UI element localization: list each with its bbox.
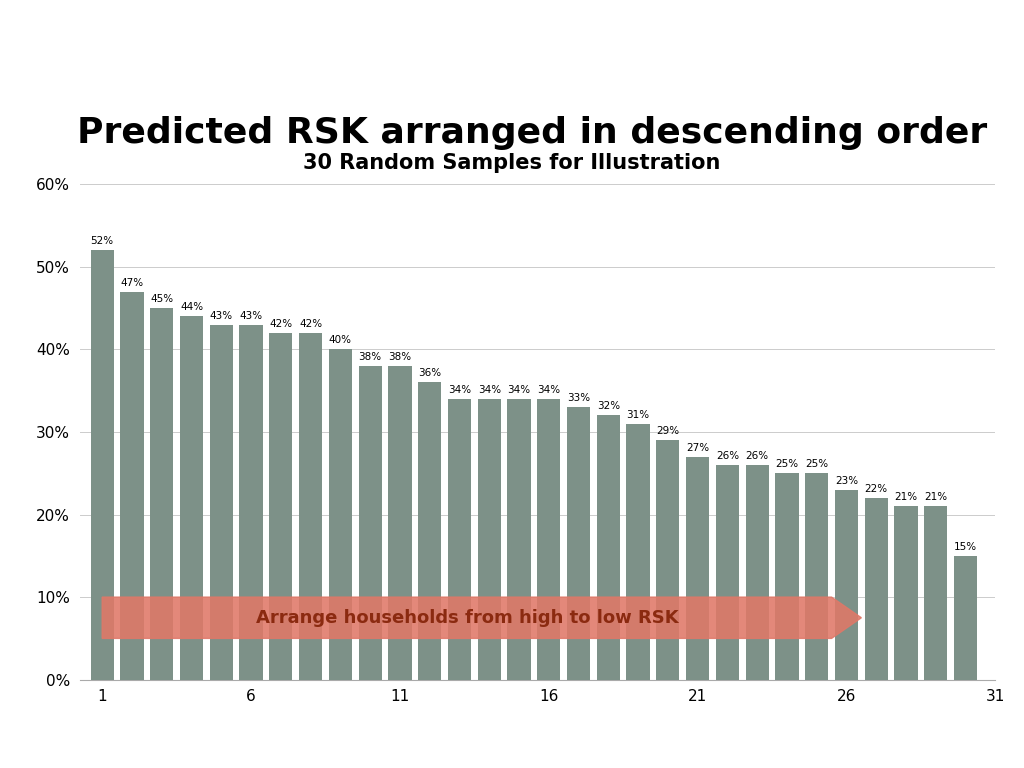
Text: 26%: 26% — [716, 451, 739, 461]
Text: 47%: 47% — [121, 277, 143, 287]
Text: 21%: 21% — [894, 492, 918, 502]
Text: 33%: 33% — [567, 393, 590, 403]
Text: 42%: 42% — [299, 319, 323, 329]
Text: 31%: 31% — [627, 409, 649, 419]
Text: 38%: 38% — [358, 352, 382, 362]
Bar — [358, 366, 382, 680]
Bar — [716, 465, 739, 680]
Bar — [627, 424, 649, 680]
Bar — [388, 366, 412, 680]
Bar — [329, 349, 352, 680]
Bar — [925, 506, 947, 680]
Text: 32%: 32% — [597, 402, 620, 412]
Bar — [954, 556, 977, 680]
Bar — [447, 399, 471, 680]
Text: 52%: 52% — [91, 237, 114, 247]
Bar — [180, 316, 203, 680]
Bar — [894, 506, 918, 680]
Bar — [597, 415, 620, 680]
Bar — [864, 498, 888, 680]
Text: 30 Random Samples for Illustration: 30 Random Samples for Illustration — [303, 153, 721, 173]
Bar — [90, 250, 114, 680]
Text: 34%: 34% — [447, 385, 471, 395]
Text: 25%: 25% — [775, 459, 799, 469]
Text: 36%: 36% — [418, 369, 441, 379]
Bar — [567, 407, 590, 680]
Bar — [269, 333, 293, 680]
Text: 26%: 26% — [745, 451, 769, 461]
Bar — [151, 308, 173, 680]
Bar — [121, 292, 143, 680]
Text: 23%: 23% — [835, 475, 858, 485]
Bar — [805, 473, 828, 680]
Bar — [656, 440, 680, 680]
Bar — [775, 473, 799, 680]
Bar — [538, 399, 560, 680]
FancyArrow shape — [102, 598, 861, 638]
Text: 40%: 40% — [329, 336, 352, 346]
Text: 34%: 34% — [538, 385, 560, 395]
Bar — [745, 465, 769, 680]
Text: 25%: 25% — [805, 459, 828, 469]
Text: 21%: 21% — [925, 492, 947, 502]
Text: 15%: 15% — [954, 541, 977, 551]
Text: 27%: 27% — [686, 442, 710, 452]
Bar — [686, 457, 710, 680]
Text: Arrange households from high to low RSK: Arrange households from high to low RSK — [256, 609, 678, 627]
Bar — [477, 399, 501, 680]
Bar — [507, 399, 530, 680]
Text: 34%: 34% — [508, 385, 530, 395]
Bar — [418, 382, 441, 680]
Bar — [299, 333, 323, 680]
Text: Predicted RSK arranged in descending order: Predicted RSK arranged in descending ord… — [77, 116, 987, 150]
Text: 43%: 43% — [240, 310, 262, 320]
Text: 44%: 44% — [180, 303, 203, 313]
Text: 45%: 45% — [151, 294, 173, 304]
Text: 34%: 34% — [477, 385, 501, 395]
Text: 29%: 29% — [656, 426, 679, 436]
Text: 42%: 42% — [269, 319, 293, 329]
Text: 38%: 38% — [388, 352, 412, 362]
Bar — [210, 325, 232, 680]
Text: 43%: 43% — [210, 310, 232, 320]
Text: 22%: 22% — [864, 484, 888, 494]
Bar — [240, 325, 263, 680]
Bar — [835, 490, 858, 680]
